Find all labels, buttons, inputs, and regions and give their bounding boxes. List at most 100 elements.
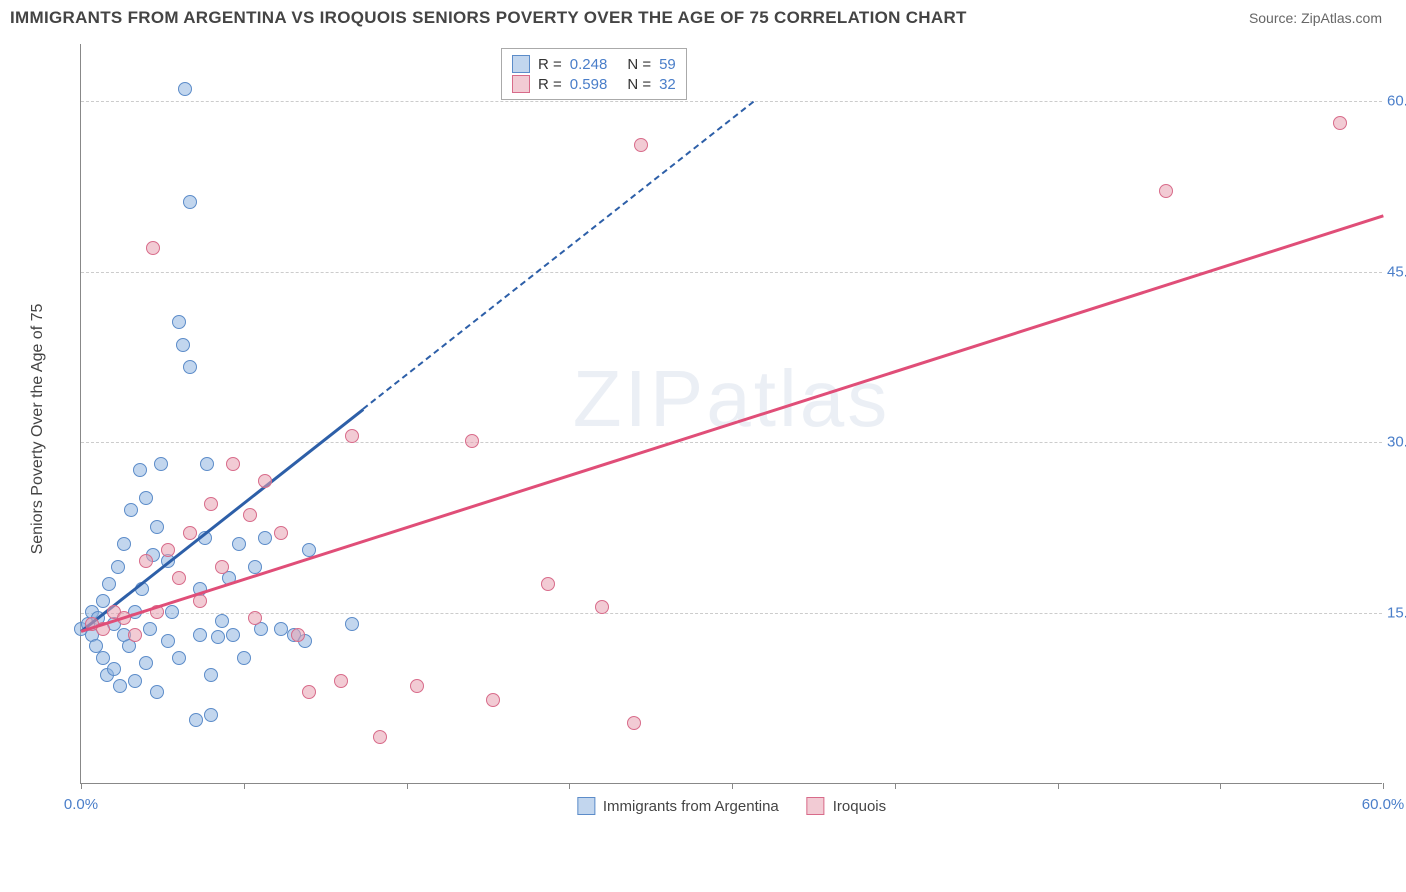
data-point: [176, 338, 190, 352]
legend-r-label: R =: [538, 76, 562, 93]
data-point: [595, 600, 609, 614]
data-point: [111, 560, 125, 574]
data-point: [226, 457, 240, 471]
x-tick: [569, 783, 570, 789]
x-tick-label: 60.0%: [1362, 796, 1405, 813]
data-point: [96, 651, 110, 665]
source-label: Source: ZipAtlas.com: [1249, 10, 1382, 26]
legend-swatch: [512, 75, 530, 93]
data-point: [107, 662, 121, 676]
data-point: [345, 617, 359, 631]
data-point: [465, 434, 479, 448]
legend-row: R = 0.598 N = 32: [512, 75, 676, 93]
x-tick: [732, 783, 733, 789]
data-point: [183, 195, 197, 209]
y-tick-label: 15.0%: [1387, 605, 1406, 622]
data-point: [486, 693, 500, 707]
data-point: [165, 605, 179, 619]
y-tick-label: 60.0%: [1387, 92, 1406, 109]
data-point: [274, 622, 288, 636]
data-point: [183, 360, 197, 374]
data-point: [226, 628, 240, 642]
legend-r-value: 0.598: [570, 76, 608, 93]
gridline: [81, 613, 1382, 614]
legend-swatch: [577, 797, 595, 815]
data-point: [133, 463, 147, 477]
watermark: ZIPatlas: [573, 353, 890, 445]
data-point: [237, 651, 251, 665]
data-point: [178, 82, 192, 96]
y-tick-label: 45.0%: [1387, 263, 1406, 280]
gridline: [81, 101, 1382, 102]
legend-r-label: R =: [538, 56, 562, 73]
data-point: [183, 526, 197, 540]
legend-n-label: N =: [627, 76, 651, 93]
data-point: [161, 634, 175, 648]
data-point: [204, 708, 218, 722]
x-tick-label: 0.0%: [64, 796, 98, 813]
legend-n-value: 32: [659, 76, 676, 93]
data-point: [243, 508, 257, 522]
data-point: [215, 560, 229, 574]
data-point: [139, 656, 153, 670]
data-point: [215, 614, 229, 628]
x-tick: [1220, 783, 1221, 789]
data-point: [96, 594, 110, 608]
x-tick: [895, 783, 896, 789]
data-point: [154, 457, 168, 471]
x-tick: [244, 783, 245, 789]
legend-swatch: [512, 55, 530, 73]
data-point: [150, 685, 164, 699]
data-point: [117, 537, 131, 551]
data-point: [150, 520, 164, 534]
data-point: [172, 315, 186, 329]
data-point: [172, 571, 186, 585]
data-point: [1333, 116, 1347, 130]
data-point: [146, 241, 160, 255]
data-point: [291, 628, 305, 642]
data-point: [139, 554, 153, 568]
data-point: [258, 531, 272, 545]
series-legend: Immigrants from Argentina Iroquois: [577, 797, 886, 815]
chart-area: Seniors Poverty Over the Age of 75 ZIPat…: [50, 44, 1382, 814]
data-point: [258, 474, 272, 488]
legend-label: Iroquois: [833, 798, 886, 815]
data-point: [274, 526, 288, 540]
legend-n-label: N =: [627, 56, 651, 73]
data-point: [627, 716, 641, 730]
y-axis-label: Seniors Poverty Over the Age of 75: [29, 304, 47, 555]
data-point: [248, 611, 262, 625]
data-point: [334, 674, 348, 688]
data-point: [634, 138, 648, 152]
data-point: [541, 577, 555, 591]
data-point: [200, 457, 214, 471]
data-point: [211, 630, 225, 644]
y-tick-label: 30.0%: [1387, 434, 1406, 451]
gridline: [81, 272, 1382, 273]
data-point: [193, 628, 207, 642]
header: IMMIGRANTS FROM ARGENTINA VS IROQUOIS SE…: [0, 0, 1406, 32]
data-point: [102, 577, 116, 591]
data-point: [128, 674, 142, 688]
data-point: [345, 429, 359, 443]
x-tick: [407, 783, 408, 789]
x-tick: [1383, 783, 1384, 789]
legend-item: Iroquois: [807, 797, 886, 815]
data-point: [113, 679, 127, 693]
gridline: [81, 442, 1382, 443]
legend-label: Immigrants from Argentina: [603, 798, 779, 815]
data-point: [124, 503, 138, 517]
data-point: [410, 679, 424, 693]
data-point: [128, 628, 142, 642]
legend-item: Immigrants from Argentina: [577, 797, 779, 815]
legend-r-value: 0.248: [570, 56, 608, 73]
data-point: [139, 491, 153, 505]
data-point: [189, 713, 203, 727]
legend-swatch: [807, 797, 825, 815]
data-point: [1159, 184, 1173, 198]
data-point: [232, 537, 246, 551]
chart-title: IMMIGRANTS FROM ARGENTINA VS IROQUOIS SE…: [10, 8, 967, 28]
correlation-legend: R =0.248N =59R =0.598N =32: [501, 48, 687, 100]
legend-row: R =0.248N =59: [512, 55, 676, 73]
trend-line: [81, 215, 1384, 633]
